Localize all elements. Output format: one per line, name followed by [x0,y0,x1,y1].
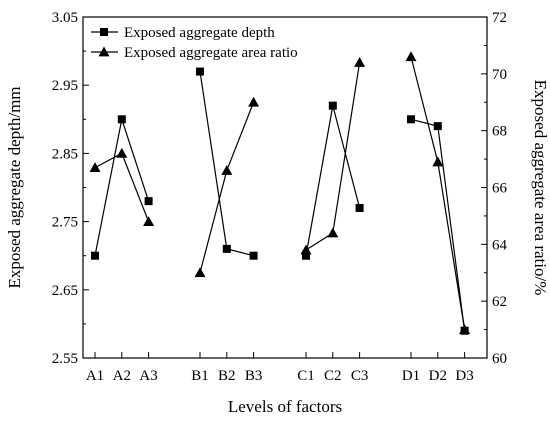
square-marker [222,244,231,253]
right-y-tick-label: 72 [492,10,507,26]
x-tick-label: C2 [324,368,342,384]
chart-legend: Exposed aggregate depth Exposed aggregate… [91,25,298,61]
series-line [94,116,150,256]
triangle-marker [354,56,366,67]
left-y-tick-label: 2.75 [52,215,78,231]
triangle-marker [194,267,206,278]
left-y-tick-label: 2.95 [52,78,78,94]
right-y-axis-title: Exposed aggregate area ratio/% [531,80,550,296]
x-tick-label: C3 [351,368,369,384]
square-marker [355,203,364,212]
right-y-tick-label: 68 [492,124,507,140]
triangle-marker [116,147,128,158]
left-y-tick-label: 3.05 [52,10,78,26]
triangle-marker [89,162,101,173]
triangle-marker [432,156,444,167]
triangle-marker [327,227,339,238]
triangle-marker [405,51,417,62]
legend-label: Exposed aggregate area ratio [124,45,298,61]
x-tick-label: A2 [113,368,131,384]
chart-axes: 2.55 2.65 2.75 2.85 2.95 3.05 60 62 64 66 68 70 72 A1… [52,10,508,384]
square-marker [100,28,108,36]
x-tick-label: A1 [86,368,104,384]
x-tick-label: D2 [429,368,447,384]
series-line [410,118,466,331]
right-y-tick-label: 70 [492,67,507,83]
square-marker [249,251,258,260]
right-y-tick-label: 62 [492,294,507,310]
x-tick-label: B1 [191,368,209,384]
x-tick-label: D3 [455,368,473,384]
left-y-tick-label: 2.55 [52,351,78,367]
triangle-marker [221,164,233,175]
left-y-tick-label: 2.85 [52,146,78,162]
x-tick-label: A3 [139,368,157,384]
legend-label: Exposed aggregate depth [124,25,275,41]
series-depth [91,67,469,335]
series-line [410,56,466,330]
triangle-marker [143,216,155,226]
x-tick-label: D1 [402,368,420,384]
right-y-tick-label: 66 [492,181,508,197]
x-tick-label: B3 [245,368,263,384]
x-axis-title: Levels of factors [228,397,342,416]
square-marker [144,197,153,206]
square-marker [302,251,310,260]
triangle-marker [248,96,260,107]
triangle-marker [459,324,471,334]
right-y-tick-label: 60 [492,351,507,367]
triangle-marker [300,244,312,255]
chart-series [89,51,471,335]
right-y-tick-label: 64 [492,237,508,253]
square-marker [117,115,126,124]
series-line [199,71,254,257]
series-line [94,152,150,222]
series-line [305,62,361,251]
square-marker [407,115,415,124]
triangle-marker [98,46,110,57]
x-tick-label: C1 [297,368,315,384]
left-y-axis-title: Exposed aggregate depth/mm [5,86,24,288]
series-area-ratio [89,51,471,334]
left-y-tick-label: 2.65 [52,283,78,299]
square-marker [328,101,337,110]
square-marker [196,67,204,76]
square-marker [91,251,99,260]
square-marker [433,122,442,131]
x-tick-label: B2 [218,368,236,384]
